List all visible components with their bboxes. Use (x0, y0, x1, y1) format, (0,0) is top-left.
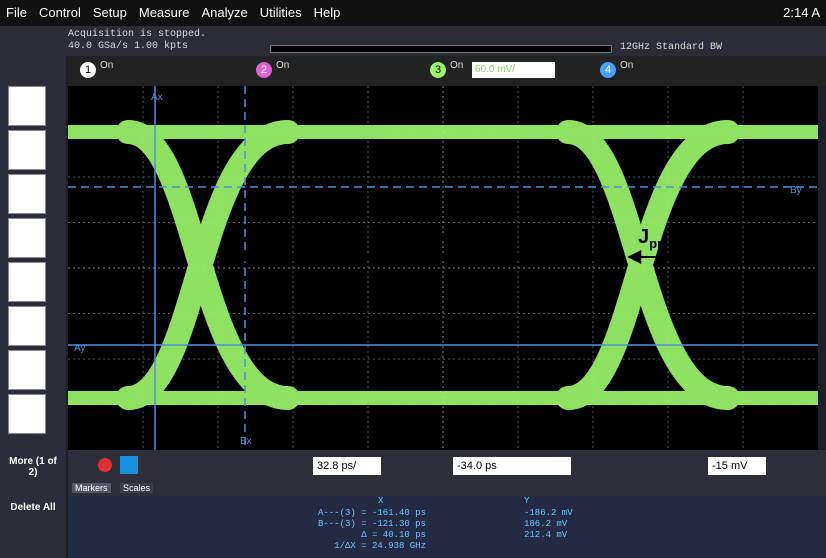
marker-label: Bx (240, 436, 252, 447)
clock: 2:14 A (783, 5, 820, 20)
tab[interactable]: Scales (120, 483, 154, 493)
memory-bar (270, 45, 612, 53)
bandwidth: 12GHz Standard BW (620, 42, 723, 53)
marker-label: Ay (74, 343, 86, 354)
channel-badge[interactable]: 4 (600, 62, 616, 78)
tab[interactable]: Markers (72, 483, 111, 493)
tool-button[interactable] (8, 394, 46, 434)
tool-button[interactable] (8, 306, 46, 346)
tab-bar: Markers Scales (68, 482, 826, 496)
delete-button[interactable]: Delete All (10, 502, 56, 513)
menu-item[interactable]: File (6, 5, 27, 20)
acq-state: Acquisition is stopped. (68, 29, 207, 40)
tool-button[interactable] (8, 350, 46, 390)
readout-x: Δ = 40.10 ps (361, 530, 426, 540)
menu-item[interactable]: Measure (138, 5, 190, 20)
marker-label: Ax (151, 92, 163, 103)
marker-readout: X Y A---(3) = -161.40 ps -186.2 mV B---(… (68, 496, 826, 558)
menu-item[interactable]: Help (313, 5, 341, 20)
readout-header: Y (524, 496, 530, 506)
period-arrow (234, 248, 685, 266)
status-bar: Acquisition is stopped. 40.0 GSa/s 1.00 … (0, 26, 826, 56)
channel-on[interactable]: On (450, 60, 464, 71)
tool-button[interactable] (8, 218, 46, 258)
channel-on[interactable]: On (276, 60, 290, 71)
eye-edge (556, 120, 740, 410)
jitter-sub: pp (649, 236, 665, 251)
readout-x: B---(3) = -121.30 ps (317, 519, 426, 529)
timebase-field[interactable]: 32.8 ps/ (313, 457, 381, 475)
tool-button[interactable] (8, 174, 46, 214)
readout-y: 186.2 mV (524, 519, 568, 529)
menu-bar: File Control Setup Measure Analyze Utilities H… (0, 0, 826, 26)
eye-edge (116, 120, 300, 410)
menu-item[interactable]: Analyze (201, 5, 248, 20)
readout-y: 212.4 mV (524, 530, 568, 540)
mode-button[interactable] (120, 456, 138, 474)
menu-item[interactable]: Control (38, 5, 81, 20)
channel-badge[interactable]: 1 (80, 62, 96, 78)
channel-on[interactable]: On (100, 60, 114, 71)
channel-scale[interactable]: 60.0 mV/ (472, 62, 555, 78)
toolbar: More (1 of 2) Delete All (0, 56, 66, 558)
tool-button[interactable] (8, 262, 46, 302)
channel-badge[interactable]: 2 (256, 62, 272, 78)
run-indicator[interactable] (98, 458, 112, 472)
menu-item[interactable]: Setup (92, 5, 127, 20)
jitter-label: Jpp (638, 226, 665, 251)
channel-on[interactable]: On (620, 60, 634, 71)
jitter-main: J (638, 226, 649, 248)
eye-diagram (68, 120, 818, 410)
delay-field[interactable]: -34.0 ps (453, 457, 571, 475)
more-button[interactable]: More (1 of 2) (9, 456, 57, 478)
menu-item[interactable]: Utilities (259, 5, 302, 20)
marker-label: By (790, 185, 802, 196)
channel-badge[interactable]: 3 (430, 62, 446, 78)
readout-y: -186.2 mV (524, 508, 573, 518)
readout-header: X (378, 496, 384, 506)
tool-button[interactable] (8, 130, 46, 170)
waveform-display: Ax Bx Ay By Période bit Jpp (68, 86, 818, 450)
readout-x: A---(3) = -161.40 ps (317, 508, 426, 518)
channel-bar: 1 On 2 On 3 On 60.0 mV/ 4 On (68, 56, 826, 86)
control-bar: 32.8 ps/ -34.0 ps -15 mV (68, 450, 826, 482)
readout-x: 1/ΔX = 24.938 GHz (334, 541, 426, 551)
trigger-field[interactable]: -15 mV (708, 457, 766, 475)
sample-rate: 40.0 GSa/s 1.00 kpts (68, 41, 189, 52)
tool-button[interactable] (8, 86, 46, 126)
period-label: Période bit (393, 222, 486, 242)
